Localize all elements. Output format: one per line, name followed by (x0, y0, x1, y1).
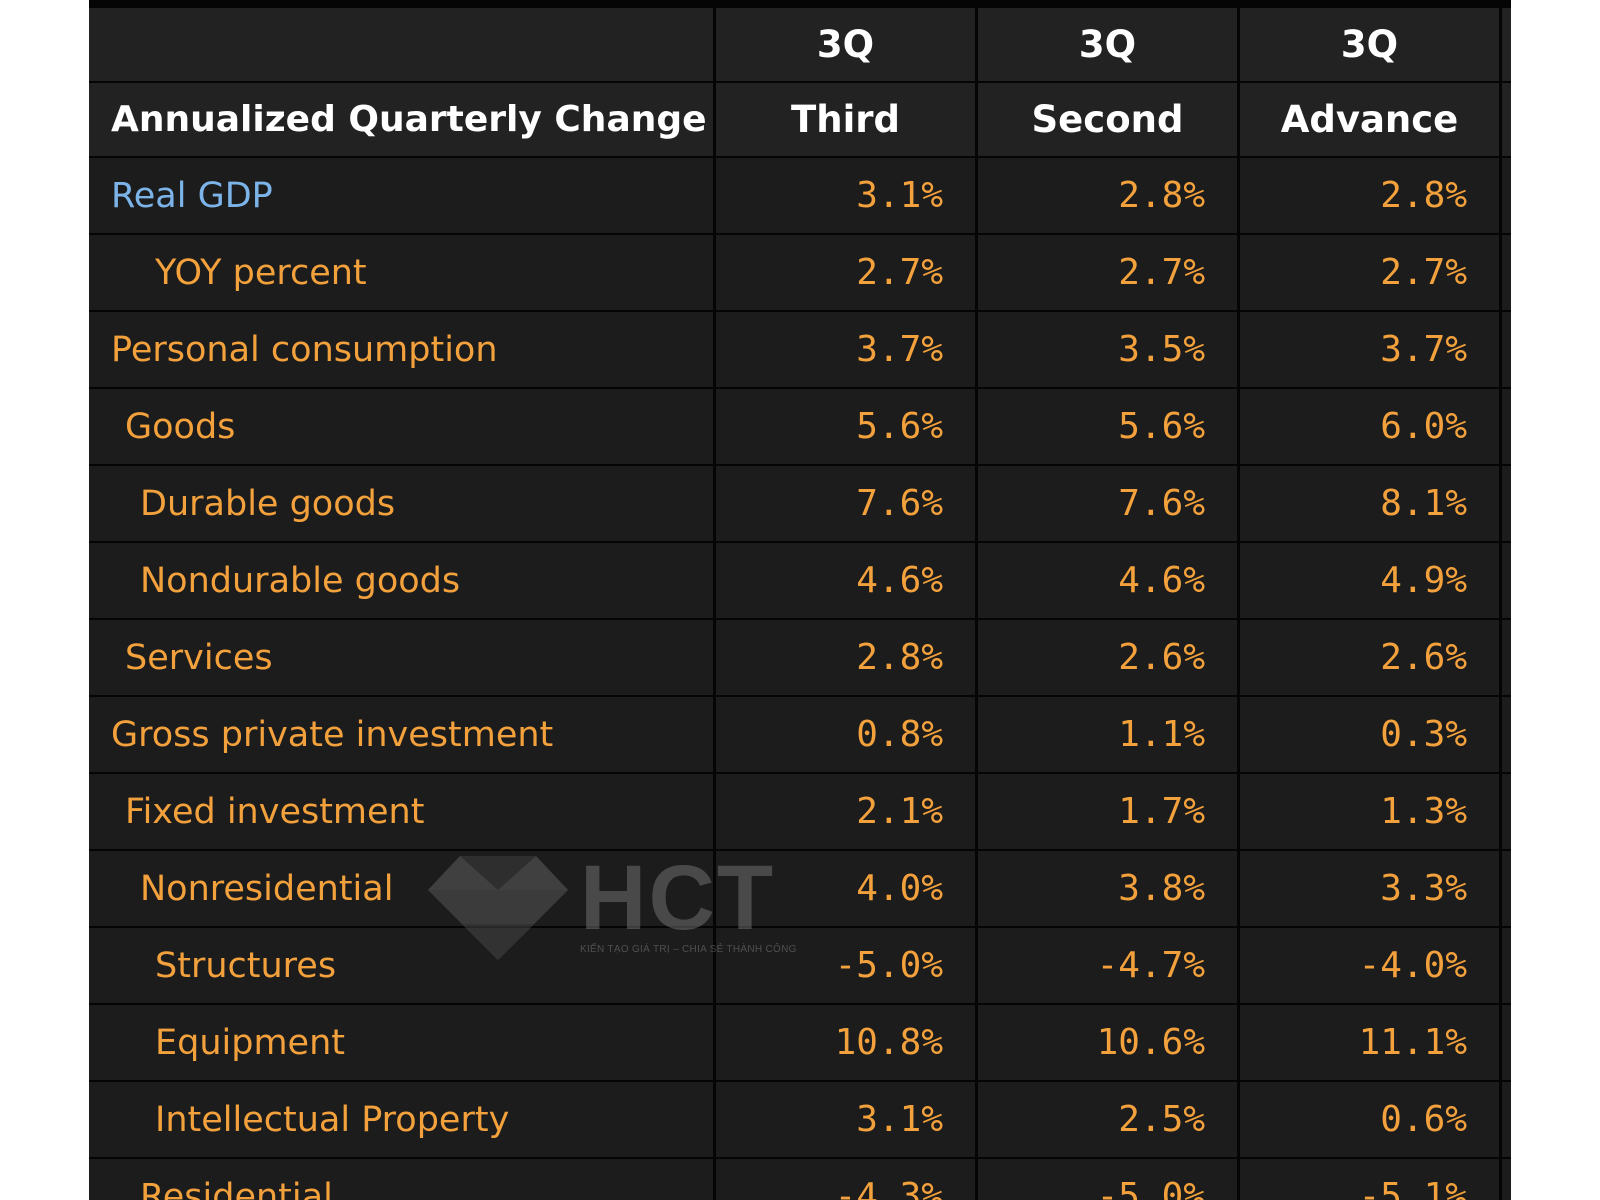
data-table-panel: 3Q 3Q 3Q Annualized Quarterly Change Thi… (89, 0, 1511, 1200)
header-cell-third: Third (716, 83, 978, 156)
table-row-intellectual-property: Intellectual Property 3.1% 2.5% 0.6% (89, 1080, 1511, 1157)
value-advance: 1.3% (1240, 774, 1502, 849)
row-label: Services (89, 620, 716, 695)
header-cell-period-advance: 3Q (1240, 8, 1502, 81)
value-second: 1.1% (978, 697, 1240, 772)
value-third: 3.7% (716, 312, 978, 387)
row-label: Structures (89, 928, 716, 1003)
table-row-nondurable-goods: Nondurable goods 4.6% 4.6% 4.9% (89, 541, 1511, 618)
header-cell-advance: Advance (1240, 83, 1502, 156)
row-label: Real GDP (89, 158, 716, 233)
top-bar (89, 0, 1511, 8)
value-second: -5.0% (978, 1159, 1240, 1200)
table-row-residential: Residential -4.3% -5.0% -5.1% (89, 1157, 1511, 1200)
value-advance: 2.7% (1240, 235, 1502, 310)
row-label: Durable goods (89, 466, 716, 541)
value-third: 2.8% (716, 620, 978, 695)
table-row-personal-consumption: Personal consumption 3.7% 3.5% 3.7% (89, 310, 1511, 387)
value-third: 3.1% (716, 158, 978, 233)
table-row-goods: Goods 5.6% 5.6% 6.0% (89, 387, 1511, 464)
value-second: 2.7% (978, 235, 1240, 310)
row-label: Goods (89, 389, 716, 464)
value-third: 10.8% (716, 1005, 978, 1080)
table-row-real-gdp: Real GDP 3.1% 2.8% 2.8% (89, 156, 1511, 233)
row-label: Personal consumption (89, 312, 716, 387)
value-third: 3.1% (716, 1082, 978, 1157)
value-second: 10.6% (978, 1005, 1240, 1080)
value-third: 0.8% (716, 697, 978, 772)
value-advance: 0.3% (1240, 697, 1502, 772)
table-row-equipment: Equipment 10.8% 10.6% 11.1% (89, 1003, 1511, 1080)
value-second: 2.6% (978, 620, 1240, 695)
header-row-estimate: Annualized Quarterly Change Third Second… (89, 81, 1511, 156)
value-second: 3.5% (978, 312, 1240, 387)
row-label: YOY percent (89, 235, 716, 310)
value-second: 7.6% (978, 466, 1240, 541)
value-third: 7.6% (716, 466, 978, 541)
row-label: Intellectual Property (89, 1082, 716, 1157)
value-second: 5.6% (978, 389, 1240, 464)
table-row-structures: Structures -5.0% -4.7% -4.0% (89, 926, 1511, 1003)
value-second: 4.6% (978, 543, 1240, 618)
row-label: Equipment (89, 1005, 716, 1080)
header-cell-second: Second (978, 83, 1240, 156)
value-third: 5.6% (716, 389, 978, 464)
value-advance: -5.1% (1240, 1159, 1502, 1200)
row-label: Residential (89, 1159, 716, 1200)
header-cell-title: Annualized Quarterly Change (89, 83, 716, 156)
table-row-durable-goods: Durable goods 7.6% 7.6% 8.1% (89, 464, 1511, 541)
row-label: Gross private investment (89, 697, 716, 772)
row-label: Fixed investment (89, 774, 716, 849)
table-row-fixed-investment: Fixed investment 2.1% 1.7% 1.3% (89, 772, 1511, 849)
value-second: 2.5% (978, 1082, 1240, 1157)
value-advance: 6.0% (1240, 389, 1502, 464)
value-advance: 11.1% (1240, 1005, 1502, 1080)
value-advance: 2.6% (1240, 620, 1502, 695)
value-second: 2.8% (978, 158, 1240, 233)
value-third: 2.1% (716, 774, 978, 849)
value-advance: 3.7% (1240, 312, 1502, 387)
value-third: -5.0% (716, 928, 978, 1003)
gdp-table: 3Q 3Q 3Q Annualized Quarterly Change Thi… (89, 8, 1511, 1200)
header-cell-period-third: 3Q (716, 8, 978, 81)
row-label: Nondurable goods (89, 543, 716, 618)
table-row-services: Services 2.8% 2.6% 2.6% (89, 618, 1511, 695)
header-cell-period-second: 3Q (978, 8, 1240, 81)
value-third: -4.3% (716, 1159, 978, 1200)
header-cell-corner (89, 8, 716, 81)
value-advance: 3.3% (1240, 851, 1502, 926)
value-advance: -4.0% (1240, 928, 1502, 1003)
table-row-gross-private-investment: Gross private investment 0.8% 1.1% 0.3% (89, 695, 1511, 772)
table-row-yoy-percent: YOY percent 2.7% 2.7% 2.7% (89, 233, 1511, 310)
value-advance: 8.1% (1240, 466, 1502, 541)
value-third: 2.7% (716, 235, 978, 310)
value-third: 4.0% (716, 851, 978, 926)
value-advance: 4.9% (1240, 543, 1502, 618)
row-label: Nonresidential (89, 851, 716, 926)
value-advance: 2.8% (1240, 158, 1502, 233)
value-second: 1.7% (978, 774, 1240, 849)
header-row-period: 3Q 3Q 3Q (89, 8, 1511, 81)
table-row-nonresidential: Nonresidential 4.0% 3.8% 3.3% (89, 849, 1511, 926)
value-advance: 0.6% (1240, 1082, 1502, 1157)
value-second: 3.8% (978, 851, 1240, 926)
value-second: -4.7% (978, 928, 1240, 1003)
value-third: 4.6% (716, 543, 978, 618)
